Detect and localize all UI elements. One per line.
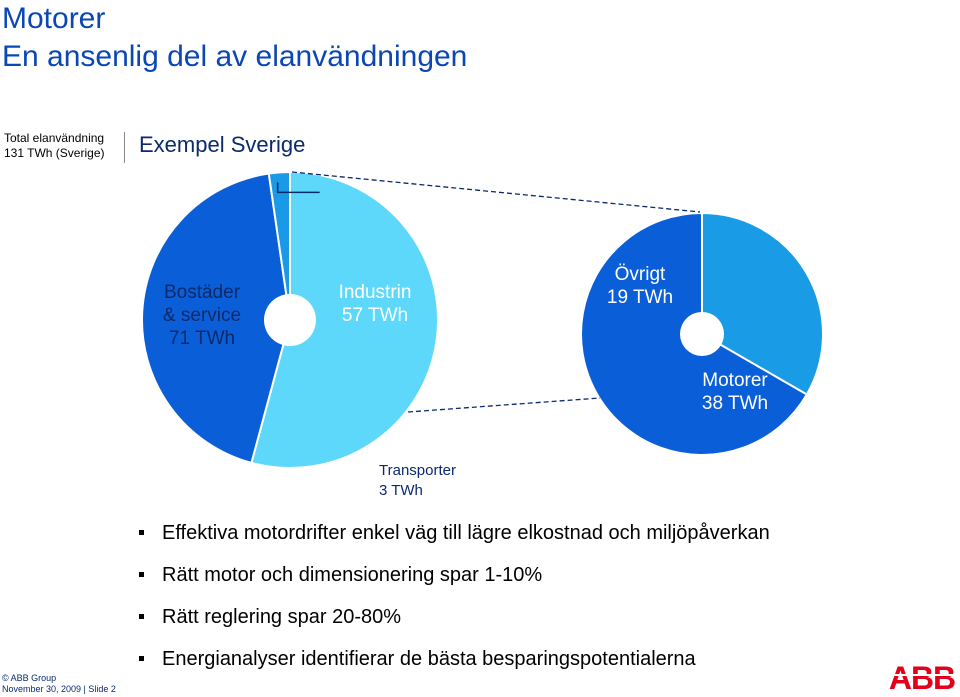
main-pie-slice-label: Industrin 57 TWh <box>339 282 412 326</box>
pie-charts: Bostäder & service 71 TWh Industrin 57 TWh Tr… <box>141 170 824 499</box>
main-pie-slice <box>267 170 291 321</box>
industry-pie-slice <box>701 211 824 396</box>
footer-copyright: © ABB Group <box>2 673 57 683</box>
connector-line-bottom <box>407 397 601 413</box>
label-divider <box>124 132 125 163</box>
connector-line-top <box>291 171 701 213</box>
bullet-text: Rätt reglering spar 20-80% <box>162 606 402 628</box>
bullet-square-icon <box>139 656 144 661</box>
slide-title: Motorer <box>2 2 106 35</box>
footer-date-slide: November 30, 2009 | Slide 2 <box>2 684 116 694</box>
industry-pie-slice-label: Övrigt 19 TWh <box>607 264 673 308</box>
transporter-leader-line <box>276 182 320 194</box>
bullet-item: Rätt motor och dimensionering spar 1-10% <box>138 560 770 602</box>
main-pie-center-hole <box>264 294 316 346</box>
bullet-list: Effektiva motordrifter enkel väg till lä… <box>138 518 770 686</box>
main-pie-slice <box>141 172 292 465</box>
bullet-text: Rätt motor och dimensionering spar 1-10% <box>162 564 543 586</box>
bullet-text: Energianalyser identifierar de bästa bes… <box>162 648 696 670</box>
bullet-square-icon <box>139 572 144 577</box>
total-usage-value: 131 TWh (Sverige) <box>4 146 105 160</box>
main-pie-slice-label: Transporter 3 TWh <box>379 462 456 499</box>
total-usage-label: Total elanvändning <box>4 131 105 145</box>
bullet-square-icon <box>139 614 144 619</box>
example-label: Exempel Sverige <box>139 132 306 157</box>
bullet-item: Effektiva motordrifter enkel väg till lä… <box>138 518 770 560</box>
main-pie-slice-label: Bostäder & service 71 TWh <box>163 282 241 349</box>
bullet-item: Energianalyser identifierar de bästa bes… <box>138 644 770 686</box>
industry-pie-slice-label: Motorer 38 TWh <box>702 370 768 414</box>
industry-pie-center-hole <box>680 312 724 356</box>
bullet-item: Rätt reglering spar 20-80% <box>138 602 770 644</box>
main-pie-slice <box>250 170 439 469</box>
bullet-text: Effektiva motordrifter enkel väg till lä… <box>162 522 770 544</box>
logo-stripe <box>888 674 956 676</box>
slide-subtitle-heading: En ansenlig del av elanvändningen <box>2 40 468 73</box>
abb-logo: ABB <box>888 660 956 692</box>
bullet-square-icon <box>139 530 144 535</box>
